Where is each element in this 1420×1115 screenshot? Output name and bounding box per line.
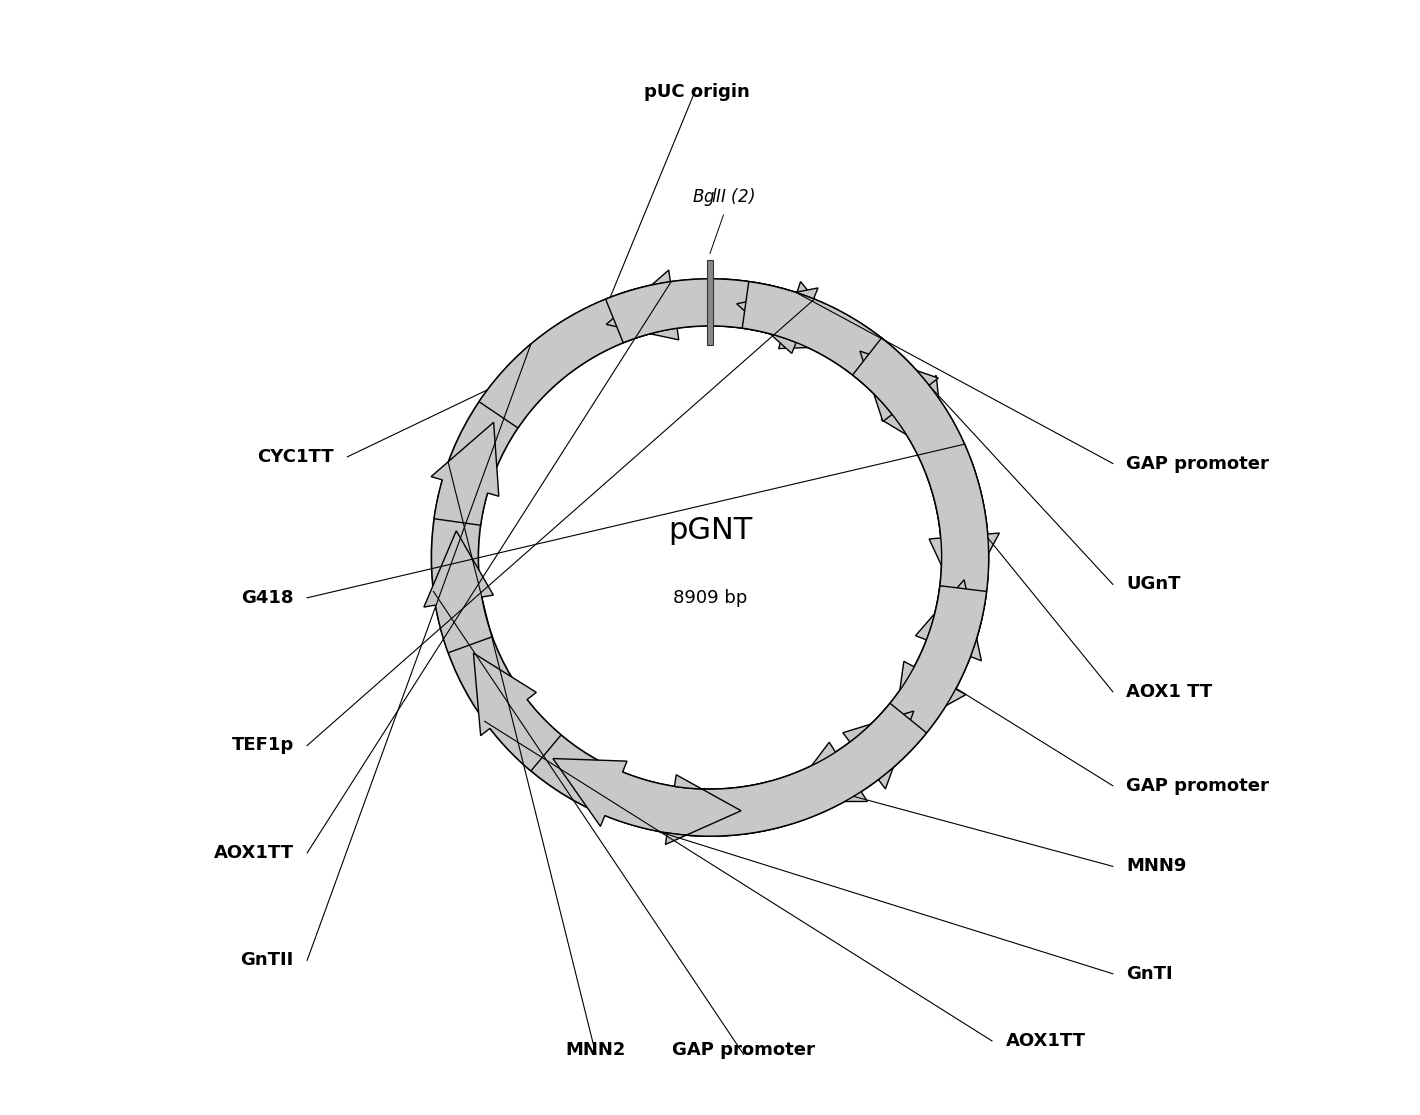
Text: UGnT: UGnT — [1126, 575, 1181, 593]
Text: TEF1p: TEF1p — [231, 737, 294, 755]
Text: CYC1TT: CYC1TT — [257, 448, 334, 466]
Text: GAP promoter: GAP promoter — [1126, 455, 1269, 473]
Text: GnTI: GnTI — [1126, 964, 1173, 982]
Polygon shape — [479, 270, 679, 428]
Polygon shape — [605, 279, 818, 353]
Polygon shape — [846, 332, 944, 458]
Text: pUC origin: pUC origin — [643, 83, 750, 101]
Text: AOX1 TT: AOX1 TT — [1126, 682, 1213, 701]
Polygon shape — [432, 279, 988, 836]
Polygon shape — [552, 758, 782, 836]
Text: AOX1TT: AOX1TT — [214, 844, 294, 862]
Text: $Bg\!\mathit{l}$II (2): $Bg\!\mathit{l}$II (2) — [692, 186, 755, 209]
Text: AOX1TT: AOX1TT — [1005, 1031, 1085, 1050]
Text: GAP promoter: GAP promoter — [1126, 777, 1269, 795]
Text: G418: G418 — [241, 589, 294, 607]
Text: MNN9: MNN9 — [1126, 857, 1187, 875]
Polygon shape — [473, 653, 561, 770]
Polygon shape — [852, 338, 988, 661]
Polygon shape — [785, 724, 903, 802]
Polygon shape — [666, 704, 926, 844]
Polygon shape — [432, 423, 498, 525]
Text: pGNT: pGNT — [667, 516, 753, 545]
Polygon shape — [719, 279, 852, 349]
Text: GnTII: GnTII — [240, 951, 294, 969]
Polygon shape — [893, 610, 981, 735]
Polygon shape — [425, 531, 493, 652]
Text: GAP promoter: GAP promoter — [672, 1041, 815, 1059]
Text: 8909 bp: 8909 bp — [673, 589, 747, 607]
Bar — [707, 260, 713, 345]
Text: MNN2: MNN2 — [565, 1041, 626, 1059]
Polygon shape — [743, 282, 939, 421]
Polygon shape — [926, 457, 1000, 607]
Polygon shape — [843, 585, 987, 789]
